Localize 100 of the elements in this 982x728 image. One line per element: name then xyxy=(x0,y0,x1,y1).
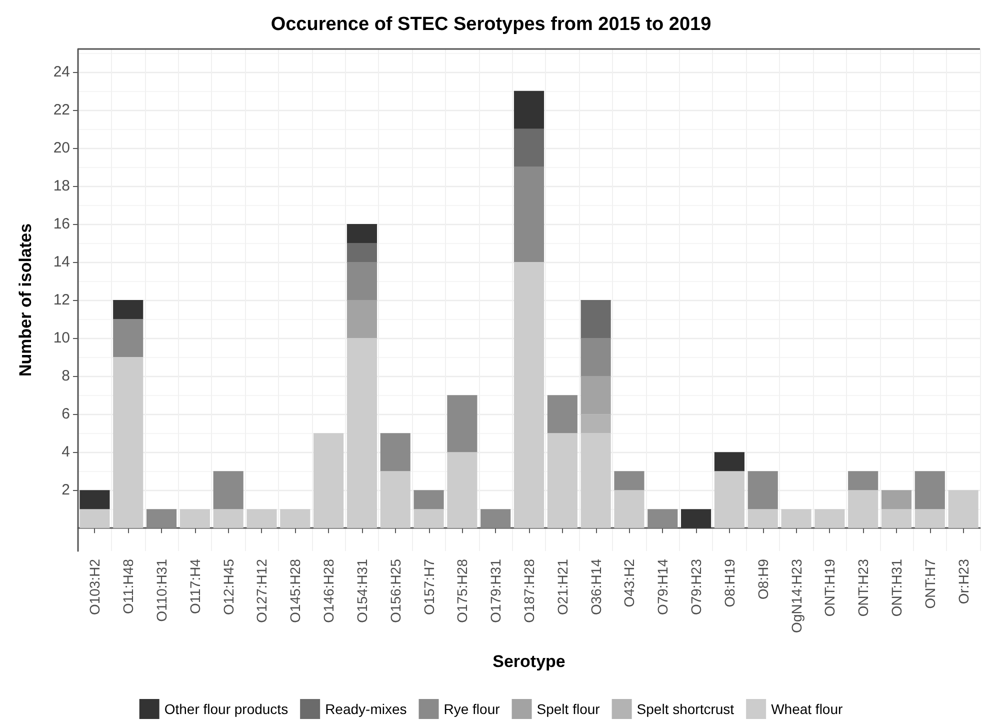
x-tick-label: O8:H9 xyxy=(754,558,771,600)
y-tick-label: 24 xyxy=(53,63,70,80)
bar xyxy=(314,433,344,528)
x-tick-label: O8:H19 xyxy=(721,558,738,608)
bar xyxy=(380,433,410,472)
bar xyxy=(213,471,244,510)
x-tick-label: O103:H2 xyxy=(86,558,103,616)
bar xyxy=(514,166,544,262)
bar xyxy=(514,128,544,167)
chart-title: Occurence of STEC Serotypes from 2015 to 2019 xyxy=(270,14,712,35)
bar xyxy=(414,509,444,528)
bar xyxy=(881,509,912,528)
bar xyxy=(714,452,744,472)
bar xyxy=(113,300,144,320)
bar xyxy=(447,395,478,452)
y-tick-label: 2 xyxy=(62,482,70,499)
legend-label: Other flour products xyxy=(164,701,288,717)
x-tick-label: ONT:H23 xyxy=(855,558,872,617)
bar xyxy=(346,300,377,338)
x-tick-label: O179:H31 xyxy=(488,558,504,623)
bar xyxy=(346,262,377,300)
bar xyxy=(580,338,611,376)
bar xyxy=(580,300,611,338)
legend-label: Spelt flour xyxy=(536,701,600,717)
bar xyxy=(280,509,310,528)
bar xyxy=(547,433,578,528)
bar xyxy=(914,471,945,510)
y-tick-label: 4 xyxy=(62,444,70,461)
x-tick-label: ONT:H31 xyxy=(888,558,904,617)
bar xyxy=(80,490,110,510)
y-tick-label: 8 xyxy=(62,368,70,385)
x-tick-label: OgN14:H23 xyxy=(788,558,804,633)
x-tick-label: ONT:H19 xyxy=(822,558,838,617)
bar xyxy=(213,509,244,528)
bar xyxy=(714,471,744,528)
legend-label: Wheat flour xyxy=(771,701,843,717)
bar xyxy=(848,490,878,528)
bar xyxy=(80,509,110,528)
legend-label: Rye flour xyxy=(444,701,500,717)
x-tick-label: O156:H25 xyxy=(387,558,404,623)
x-tick-label: O12:H45 xyxy=(220,558,236,616)
bar xyxy=(580,414,611,434)
y-tick-label: 6 xyxy=(62,406,70,423)
bar xyxy=(614,490,644,528)
bar xyxy=(580,376,611,414)
legend-label: Spelt shortcrust xyxy=(636,701,734,717)
bar xyxy=(480,509,511,528)
bar xyxy=(414,490,444,510)
bar xyxy=(514,90,544,129)
x-tick-label: O11:H48 xyxy=(120,558,136,614)
y-axis-title: Number of isolates xyxy=(16,223,35,377)
y-tick-label: 10 xyxy=(53,330,70,347)
x-tick-label: O79:H14 xyxy=(654,558,671,616)
y-tick-label: 22 xyxy=(53,101,70,118)
x-tick-label: O36:H14 xyxy=(588,558,604,616)
x-tick-label: O154:H31 xyxy=(354,558,370,623)
bar xyxy=(380,471,410,528)
bar xyxy=(814,509,845,528)
bar xyxy=(948,490,978,528)
x-axis-title: Serotype xyxy=(492,652,566,671)
bar xyxy=(113,357,144,528)
x-tick-label: O43:H2 xyxy=(621,558,638,608)
x-tick-label: Or:H23 xyxy=(955,558,972,604)
y-tick-label: 18 xyxy=(53,177,70,194)
bar xyxy=(614,471,644,490)
bar xyxy=(447,452,478,528)
bar xyxy=(580,433,611,528)
x-tick-label: O145:H28 xyxy=(287,558,304,623)
bar xyxy=(180,509,210,528)
bar xyxy=(146,509,177,528)
x-tick-label: O146:H28 xyxy=(320,558,337,623)
bar xyxy=(914,509,945,528)
bar xyxy=(681,509,712,528)
bar xyxy=(748,471,778,510)
legend-label: Ready-mixes xyxy=(325,701,407,717)
y-tick-label: 12 xyxy=(53,292,70,308)
y-tick-label: 20 xyxy=(53,139,70,156)
x-tick-label: O127:H12 xyxy=(254,558,270,623)
bar xyxy=(246,509,277,528)
bar xyxy=(547,395,578,434)
bar xyxy=(781,509,812,528)
bar xyxy=(881,490,912,510)
bar xyxy=(514,262,544,528)
bar xyxy=(648,509,678,528)
x-tick-label: O187:H28 xyxy=(521,558,537,623)
bar xyxy=(346,224,377,243)
bar xyxy=(848,471,878,490)
x-tick-label: O157:H7 xyxy=(420,558,437,616)
bar xyxy=(113,319,144,358)
y-tick-label: 16 xyxy=(53,215,70,232)
x-tick-label: O110:H31 xyxy=(154,558,170,622)
bar xyxy=(346,242,377,262)
bar xyxy=(748,509,778,528)
x-tick-label: O79:H23 xyxy=(688,558,704,616)
x-tick-label: O117:H4 xyxy=(186,558,203,614)
x-tick-label: O175:H28 xyxy=(454,558,470,623)
x-tick-label: ONT:H7 xyxy=(922,558,938,609)
x-tick-label: O21:H21 xyxy=(554,558,570,616)
y-tick-label: 14 xyxy=(53,253,70,270)
bar xyxy=(346,338,377,528)
